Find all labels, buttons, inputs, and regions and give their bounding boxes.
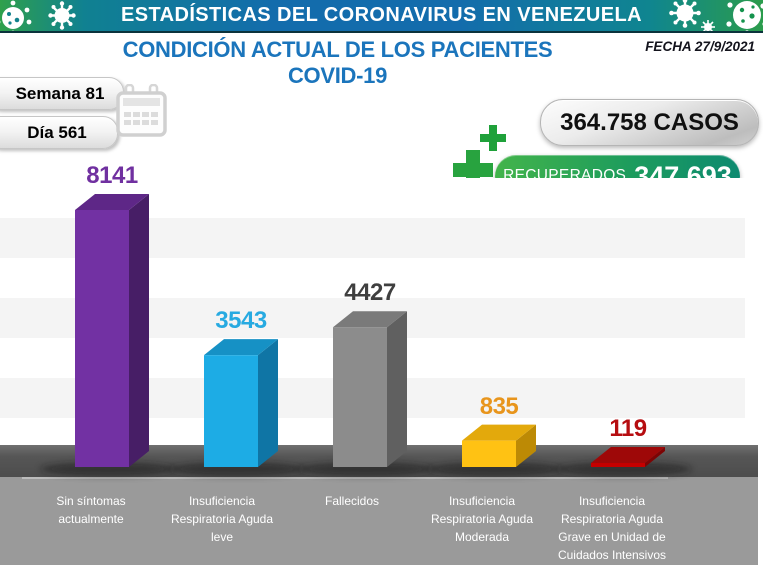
page-title: ESTADÍSTICAS DEL CORONAVIRUS EN VENEZUEL… xyxy=(121,4,642,26)
medical-cross-icon xyxy=(453,123,508,190)
bar-category-label: Insuficiencia Respiratoria Aguda Grave e… xyxy=(557,494,667,562)
bar-category-label: Insuficiencia Respiratoria Aguda Moderad… xyxy=(430,494,534,544)
plot-area-stripes xyxy=(0,178,745,445)
total-cases-pill: 364.758 CASOS xyxy=(540,99,759,146)
virus-icon-left-cluster xyxy=(0,0,76,31)
bar-category-label: Insuficiencia Respiratoria Aguda leve xyxy=(170,494,274,544)
header-bar: ESTADÍSTICAS DEL CORONAVIRUS EN VENEZUEL… xyxy=(0,0,763,33)
virus-icon-right-cluster xyxy=(669,0,763,31)
bar-value-label: 3543 xyxy=(215,307,267,335)
chart-floor xyxy=(0,445,758,477)
bar-category-label: Sin síntomas actualmente xyxy=(56,494,126,526)
date-label: FECHA 27/9/2021 xyxy=(645,39,755,54)
bar-value-label: 8141 xyxy=(86,161,138,189)
chart-title: CONDICIÓN ACTUAL DE LOS PACIENTES COVID-… xyxy=(122,37,553,88)
category-axis-band xyxy=(0,477,758,565)
axis-line xyxy=(22,477,668,479)
bar-value-label: 835 xyxy=(479,392,519,420)
bar-value-label: 4427 xyxy=(344,279,396,307)
bar-category-label: Fallecidos xyxy=(324,494,380,508)
calendar-icon xyxy=(116,84,167,137)
day-badge: Día 561 xyxy=(0,116,118,149)
bar-value-label: 119 xyxy=(609,415,647,442)
week-badge: Semana 81 xyxy=(0,77,124,110)
